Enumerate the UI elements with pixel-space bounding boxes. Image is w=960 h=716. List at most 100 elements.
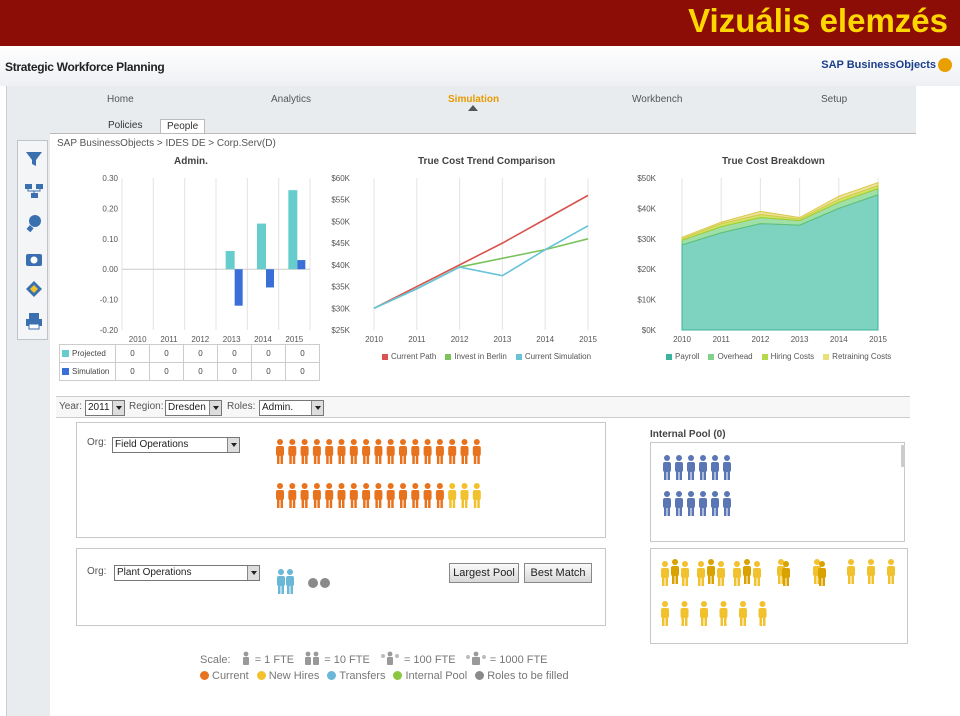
person-icon-body [349, 490, 358, 500]
chevron-down-icon[interactable] [311, 401, 323, 415]
crowd-person-icon-leg [672, 575, 675, 584]
group-person-icon-leg [817, 575, 820, 584]
person-icon-leg [375, 455, 378, 464]
person-icon-leg [277, 499, 280, 508]
person-icon-head [350, 439, 357, 445]
largest-pool-button[interactable]: Largest Pool [449, 563, 519, 583]
tab-people[interactable]: People [160, 119, 206, 133]
person-icon-leg [378, 455, 382, 464]
person-icon-head [449, 483, 456, 489]
single-person-icon-leg [681, 617, 684, 626]
legend-label: Payroll [675, 352, 700, 361]
y-tick-label: $20K [637, 265, 656, 274]
person-icon-head [338, 439, 345, 445]
hierarchy-icon[interactable] [24, 181, 44, 201]
person-icon-leg [391, 455, 394, 464]
x-tick-label: 2013 [791, 335, 809, 344]
pool-person-icon-head [676, 455, 682, 461]
chevron-down-icon[interactable] [112, 401, 124, 415]
nav-setup[interactable]: Setup [821, 94, 848, 105]
chevron-down-icon[interactable] [227, 438, 239, 452]
single-person-icon-head [720, 601, 727, 607]
org-plant-operations-panel: Org: Plant Operations Largest Pool Best … [76, 548, 606, 626]
person-icon-leg [289, 455, 292, 464]
year-select[interactable]: 2011 [85, 400, 125, 416]
chevron-down-icon[interactable] [247, 566, 259, 580]
person-icon-body [312, 446, 321, 456]
dot-icon [256, 671, 266, 680]
transfer-person-icon-leg [287, 585, 290, 594]
single-person-icon-leg [871, 575, 874, 584]
person-icon-leg [350, 499, 354, 508]
bulb-icon[interactable] [24, 213, 44, 233]
nav-home[interactable]: Home [107, 94, 134, 105]
person-icon-leg [412, 499, 415, 508]
person-icon-body [288, 490, 297, 500]
org-select[interactable]: Field Operations [112, 437, 240, 453]
org-value: Field Operations [115, 439, 189, 450]
nav-workbench[interactable]: Workbench [632, 94, 683, 105]
nav-analytics[interactable]: Analytics [271, 94, 312, 105]
table-cell: 0 [183, 344, 218, 363]
scrollbar[interactable] [901, 445, 905, 467]
crowd-person-icon-leg [734, 577, 737, 586]
person-icon-head [473, 439, 480, 445]
person-icon-leg [354, 455, 357, 464]
pool-person-icon-leg [676, 471, 679, 480]
area-band [681, 181, 879, 240]
y-tick-label: -0.10 [100, 296, 119, 305]
person-icon-leg [317, 499, 320, 508]
bar [257, 223, 266, 270]
x-tick-label: 2011 [160, 335, 178, 344]
person-icon-head [326, 483, 333, 489]
pool-person-icon-head [688, 455, 694, 461]
legend-swatch [382, 353, 388, 360]
role-to-fill-dot [308, 578, 318, 588]
person-icon-body [472, 446, 481, 456]
pool-person-icon-head [688, 491, 694, 497]
tag-icon[interactable] [24, 279, 44, 299]
pool-person-icon-head [664, 491, 670, 497]
pool-person-icon-body [711, 462, 719, 472]
group-person-icon-body [818, 568, 826, 578]
nav-simulation[interactable]: Simulation [448, 94, 500, 105]
person-icon-leg [428, 455, 431, 464]
person-icon-leg [366, 499, 370, 508]
sap-logo: SAP BusinessObjects [821, 58, 952, 72]
person-icon-head [461, 483, 468, 489]
camera-icon[interactable] [24, 249, 44, 269]
scale-legend: Scale: = 1 FTE = 10 FTE = 100 FTE = 1000… [200, 651, 548, 666]
y-tick-label: 0.30 [102, 174, 118, 183]
group-person-icon-leg [783, 577, 786, 586]
tab-policies[interactable]: Policies [108, 120, 143, 131]
chevron-down-icon[interactable] [209, 401, 221, 415]
person-icon-body [325, 490, 334, 500]
internal-pool-title: Internal Pool (0) [650, 429, 726, 440]
scale-label: Scale: [200, 654, 231, 666]
filter-icon[interactable] [24, 149, 44, 169]
printer-icon[interactable] [24, 311, 44, 331]
legend-label: New Hires [268, 670, 320, 682]
roles-select[interactable]: Admin. [259, 400, 324, 416]
group-person-icon-leg [778, 575, 781, 584]
crowd-person-icon-head [754, 561, 760, 567]
crowd-person-icon-body [743, 566, 751, 576]
pool-person-icon-leg [679, 471, 682, 480]
y-tick-label: $0K [642, 326, 657, 335]
logo-text: SAP BusinessObjects [821, 58, 936, 71]
region-select[interactable]: Dresden [165, 400, 222, 416]
series-line [373, 194, 589, 309]
x-tick-label: 2013 [494, 335, 512, 344]
person-icon-leg [329, 499, 333, 508]
table-cell: 0 [285, 362, 320, 381]
legend-item: Overhead [708, 352, 753, 361]
pool-person-icon-leg [712, 471, 715, 480]
tool-sidebar [17, 140, 48, 340]
best-match-button[interactable]: Best Match [524, 563, 592, 583]
person-icon-head [387, 483, 394, 489]
single-person-icon-body [758, 608, 767, 618]
org-select[interactable]: Plant Operations [114, 565, 260, 581]
crowd-person-icon-leg [662, 577, 665, 586]
person-icon-leg [301, 499, 305, 508]
person-icon-body [386, 490, 395, 500]
